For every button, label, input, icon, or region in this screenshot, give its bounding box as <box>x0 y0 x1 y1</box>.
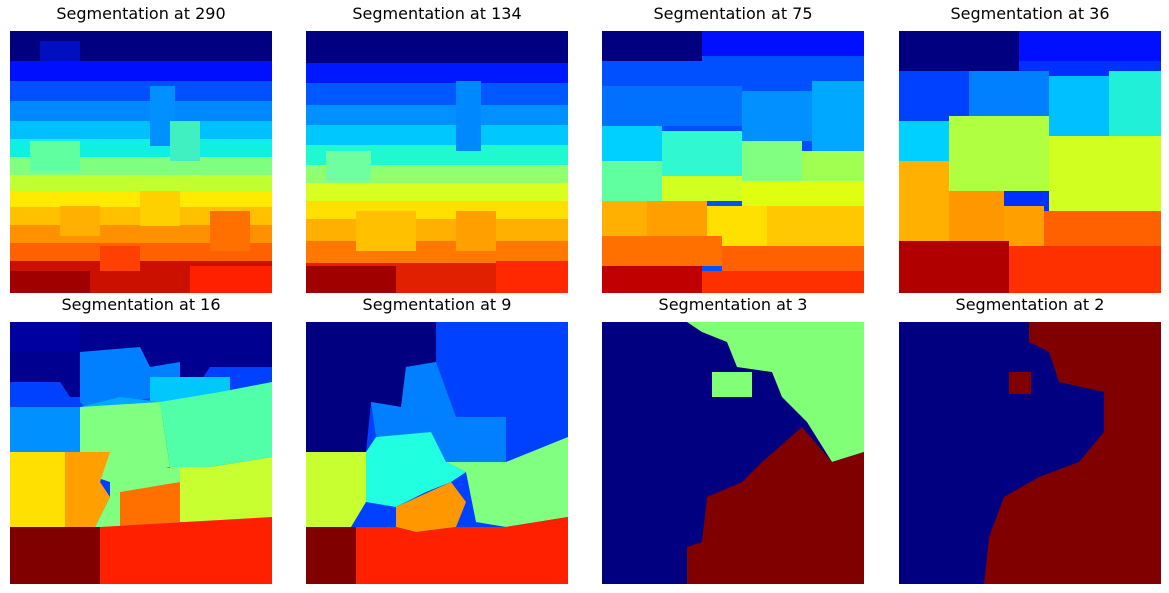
segmentation-image <box>899 322 1161 584</box>
panel-title: Segmentation at 16 <box>61 295 221 314</box>
panel-title: Segmentation at 75 <box>653 4 813 23</box>
panel-8: Segmentation at 2 <box>899 295 1161 584</box>
panel-4: Segmentation at 36 <box>899 4 1161 293</box>
panel-6: Segmentation at 9 <box>306 295 568 584</box>
segmentation-image <box>306 322 568 584</box>
panel-title: Segmentation at 3 <box>658 295 808 314</box>
segmentation-image <box>899 31 1161 293</box>
segmentation-image <box>602 322 864 584</box>
segmentation-image <box>10 322 272 584</box>
panel-5: Segmentation at 16 <box>10 295 272 584</box>
panel-3: Segmentation at 75 <box>602 4 864 293</box>
panel-title: Segmentation at 2 <box>955 295 1105 314</box>
panel-7: Segmentation at 3 <box>602 295 864 584</box>
segmentation-image <box>602 31 864 293</box>
panel-title: Segmentation at 134 <box>352 4 522 23</box>
panel-title: Segmentation at 36 <box>950 4 1110 23</box>
panel-2: Segmentation at 134 <box>306 4 568 293</box>
segmentation-image <box>10 31 272 293</box>
panel-title: Segmentation at 9 <box>362 295 512 314</box>
panel-1: Segmentation at 290 <box>10 4 272 293</box>
panel-title: Segmentation at 290 <box>56 4 226 23</box>
segmentation-image <box>306 31 568 293</box>
